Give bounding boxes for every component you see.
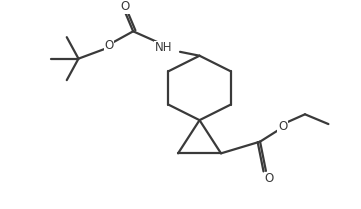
Text: O: O [278,120,287,133]
Text: O: O [104,40,113,52]
Text: O: O [121,0,130,13]
Text: O: O [264,172,274,185]
Text: NH: NH [155,41,172,54]
